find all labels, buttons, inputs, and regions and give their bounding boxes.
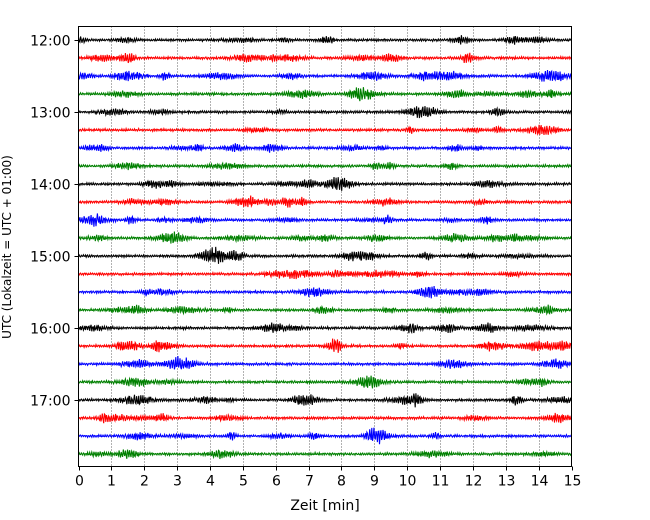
x-tick-label: 8 <box>337 474 346 490</box>
vertical-gridlines <box>111 26 540 467</box>
y-tick-label: 16:00 <box>30 322 70 338</box>
x-tick-label: 11 <box>432 474 450 490</box>
trace-row-1300 <box>78 106 572 119</box>
y-tick-label: 12:00 <box>30 34 70 50</box>
trace-row-1315 <box>78 124 572 136</box>
trace-row-1700 <box>78 393 572 408</box>
trace-row-1445 <box>78 231 572 244</box>
x-tick-label: 13 <box>498 474 516 490</box>
trace-row-1645 <box>78 375 572 389</box>
x-tick-label: 1 <box>107 474 116 490</box>
trace-row-1245 <box>78 87 572 102</box>
seismic-traces <box>77 35 572 460</box>
x-axis-ticks: 0 1 2 3 4 5 6 7 8 9 10 11 12 13 14 15 <box>75 466 582 490</box>
trace-row-1615 <box>77 338 572 353</box>
trace-row-1400 <box>78 176 572 191</box>
x-tick-label: 9 <box>370 474 379 490</box>
trace-row-1430 <box>77 213 572 227</box>
trace-row-1330 <box>77 143 572 153</box>
x-tick-label: 4 <box>206 474 215 490</box>
y-tick-label: 17:00 <box>30 394 70 410</box>
trace-row-1730 <box>78 427 572 445</box>
trace-row-1345 <box>78 161 572 171</box>
trace-row-1530 <box>78 285 572 299</box>
y-axis-ticks: 12:00 13:00 14:00 15:00 16:00 17:00 <box>30 34 79 410</box>
y-tick-label: 13:00 <box>30 106 70 122</box>
y-axis-label: UTC (Lokalzeit = UTC + 01:00) <box>0 155 14 339</box>
trace-row-1500 <box>78 246 572 264</box>
x-tick-label: 10 <box>399 474 417 490</box>
plot-frame <box>78 26 572 467</box>
trace-row-1415 <box>78 195 572 208</box>
trace-row-1630 <box>78 355 572 370</box>
x-tick-label: 0 <box>75 474 84 490</box>
x-tick-label: 6 <box>272 474 281 490</box>
trace-row-1515 <box>78 269 572 280</box>
x-axis-label: Zeit [min] <box>290 498 359 514</box>
x-tick-label: 5 <box>239 474 248 490</box>
x-tick-label: 2 <box>140 474 149 490</box>
trace-row-1600 <box>78 322 572 335</box>
x-tick-label: 12 <box>465 474 483 490</box>
x-tick-label: 14 <box>531 474 549 490</box>
trace-row-1215 <box>78 52 572 64</box>
trace-row-1230 <box>77 69 572 82</box>
trace-row-1200 <box>77 35 572 45</box>
trace-row-1715 <box>77 412 572 424</box>
trace-row-1545 <box>78 304 572 316</box>
x-tick-label: 3 <box>173 474 182 490</box>
y-tick-label: 15:00 <box>30 250 70 266</box>
trace-row-1745 <box>78 448 572 460</box>
y-tick-label: 14:00 <box>30 178 70 194</box>
x-tick-label: 15 <box>564 474 582 490</box>
x-tick-label: 7 <box>305 474 314 490</box>
